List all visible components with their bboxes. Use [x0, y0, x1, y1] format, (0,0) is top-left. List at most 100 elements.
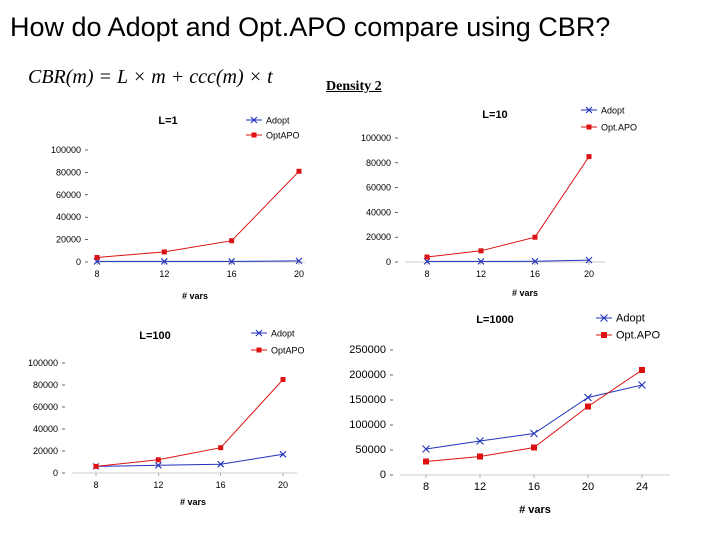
y-tick-label: 150000: [349, 394, 386, 406]
x-axis-label: # vars: [180, 497, 206, 507]
x-tick-label: 8: [94, 269, 99, 279]
legend-marker: [585, 106, 593, 114]
data-point: [478, 248, 484, 254]
data-point: [585, 403, 591, 410]
data-point: [584, 393, 592, 402]
x-tick-label: 16: [227, 269, 237, 279]
y-tick-label: 20000: [33, 446, 58, 456]
x-tick-label: 20: [278, 480, 288, 490]
legend-label: OptAPO: [266, 131, 300, 141]
data-point: [639, 367, 645, 373]
legend-marker: [256, 347, 262, 353]
y-tick-label: 60000: [33, 402, 58, 412]
series-adopt: [422, 381, 646, 453]
data-point: [154, 461, 162, 469]
y-tick-label: 60000: [56, 190, 81, 200]
cbr-formula: CBR(m) = L × m + ccc(m) × t: [28, 66, 273, 88]
data-point: [229, 238, 235, 244]
data-point: [93, 463, 99, 469]
data-point: [531, 257, 539, 265]
y-tick-label: 0: [386, 257, 391, 267]
legend-entry: Adopt: [596, 313, 645, 325]
y-tick-label: 250000: [349, 344, 386, 356]
x-axis-label: # vars: [519, 504, 551, 516]
legend-marker: [586, 124, 592, 130]
x-tick-label: 20: [582, 481, 594, 493]
data-point: [279, 450, 287, 458]
x-axis-label: # vars: [512, 288, 538, 298]
chart-l1: L=1 0 20000 40000 60000 80000 100000 8 12 16 20 # v…: [51, 115, 305, 301]
x-tick-label: 20: [294, 269, 304, 279]
data-point: [530, 429, 538, 438]
chart-l1000: L=1000 0 50000 100000 150000 200000 250000 8 12 1…: [349, 313, 670, 516]
chart-l100: L=100 0 20000 40000 60000 80000 100000 8 12 16 20 #…: [28, 329, 305, 508]
chart-title: L=10: [482, 109, 507, 121]
y-tick-label: 100000: [361, 133, 391, 143]
series-adopt: [423, 256, 593, 265]
y-tick-label: 40000: [366, 207, 391, 217]
x-axis-label: # vars: [182, 291, 208, 301]
series-opt-apo: [423, 367, 645, 465]
data-point: [532, 234, 538, 240]
series-line: [95, 453, 284, 467]
series-line: [95, 379, 284, 467]
data-point: [280, 377, 286, 382]
legend-label: Adopt: [601, 106, 625, 116]
y-tick-label: 20000: [366, 232, 391, 242]
y-tick-label: 0: [53, 468, 58, 478]
legend-entry: Opt.APO: [581, 123, 637, 133]
y-tick-label: 20000: [56, 235, 81, 245]
y-tick-label: 40000: [56, 212, 81, 222]
y-tick-label: 50000: [355, 444, 386, 456]
data-point: [423, 458, 429, 465]
series-line: [97, 260, 300, 262]
y-tick-label: 40000: [33, 424, 58, 434]
x-tick-label: 16: [528, 481, 540, 493]
x-tick-label: 8: [93, 480, 98, 490]
legend-label: Opt.APO: [616, 330, 660, 342]
y-tick-label: 100000: [349, 419, 386, 431]
legend-label: Opt.APO: [601, 123, 637, 133]
legend-entry: OptAPO: [251, 346, 305, 356]
data-point: [424, 254, 430, 260]
data-point: [422, 445, 430, 453]
legend-entry: Adopt: [251, 329, 295, 339]
data-point: [585, 256, 593, 264]
data-point: [155, 457, 161, 463]
data-point: [94, 255, 100, 261]
series-optapo: [94, 168, 302, 261]
x-tick-label: 12: [153, 480, 163, 490]
x-tick-label: 12: [474, 481, 486, 493]
data-point: [477, 257, 485, 265]
legend-label: OptAPO: [271, 346, 305, 356]
legend-label: Adopt: [271, 329, 295, 339]
data-point: [476, 437, 484, 445]
series-line: [426, 156, 590, 258]
data-point: [531, 444, 537, 451]
data-point: [296, 168, 302, 174]
y-tick-label: 0: [380, 469, 386, 481]
y-tick-label: 0: [76, 257, 81, 267]
x-tick-label: 24: [636, 481, 648, 493]
legend-label: Adopt: [616, 313, 645, 325]
data-point: [228, 258, 236, 265]
series-opt-apo: [424, 154, 592, 260]
x-tick-label: 20: [584, 269, 594, 279]
slide-title: How do Adopt and Opt.APO compare using C…: [10, 12, 611, 42]
legend-marker: [250, 116, 258, 124]
chart-title: L=1: [158, 115, 177, 127]
series-adopt: [93, 257, 303, 265]
series-line: [427, 259, 590, 262]
data-point: [160, 258, 168, 265]
y-tick-label: 100000: [51, 145, 81, 155]
x-tick-label: 12: [476, 269, 486, 279]
data-point: [217, 460, 225, 468]
y-tick-label: 200000: [349, 369, 386, 381]
data-point: [638, 381, 646, 389]
data-point: [586, 154, 592, 160]
series-line: [425, 384, 643, 450]
legend-entry: Adopt: [246, 116, 290, 126]
legend-entry: Opt.APO: [596, 330, 660, 342]
series-line: [96, 170, 300, 258]
data-point: [161, 249, 167, 255]
